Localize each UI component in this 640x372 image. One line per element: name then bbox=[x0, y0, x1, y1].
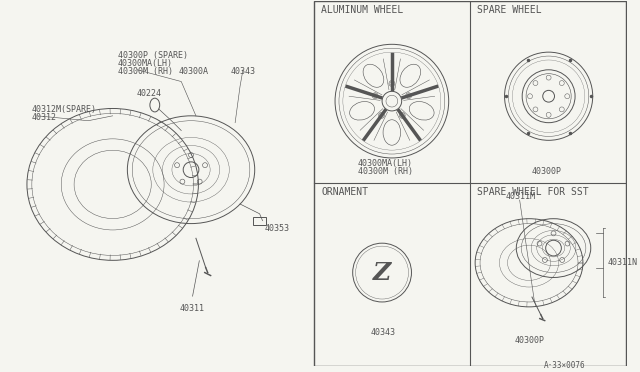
Text: 40224: 40224 bbox=[136, 89, 161, 98]
Text: 40312M(SPARE): 40312M(SPARE) bbox=[31, 105, 97, 114]
Text: 40353: 40353 bbox=[264, 224, 289, 232]
Text: 40311N: 40311N bbox=[607, 258, 637, 267]
Text: 40300A: 40300A bbox=[179, 67, 208, 76]
Bar bbox=[314, 1, 626, 366]
Text: 40300P (SPARE): 40300P (SPARE) bbox=[118, 51, 188, 60]
Text: 40300P: 40300P bbox=[515, 336, 545, 345]
Text: SPARE WHEEL: SPARE WHEEL bbox=[477, 5, 541, 15]
Bar bbox=[253, 217, 266, 225]
Text: ORNAMENT: ORNAMENT bbox=[321, 187, 369, 197]
Text: 40312: 40312 bbox=[31, 113, 56, 122]
Text: 40300MA(LH): 40300MA(LH) bbox=[358, 159, 413, 168]
Text: SPARE WHEEL FOR SST: SPARE WHEEL FOR SST bbox=[477, 187, 589, 197]
Text: A·33×0076: A·33×0076 bbox=[544, 361, 586, 370]
Text: 40300M (RH): 40300M (RH) bbox=[358, 167, 413, 176]
Text: 40343: 40343 bbox=[230, 67, 255, 76]
Text: 40343: 40343 bbox=[371, 328, 396, 337]
Text: Z: Z bbox=[373, 260, 391, 285]
Text: 40300P: 40300P bbox=[532, 167, 562, 176]
Text: 40300M (RH): 40300M (RH) bbox=[118, 67, 173, 76]
Text: ALUMINUM WHEEL: ALUMINUM WHEEL bbox=[321, 5, 404, 15]
Text: 40311: 40311 bbox=[179, 304, 205, 313]
Text: 40300MA(LH): 40300MA(LH) bbox=[118, 59, 173, 68]
Text: 40311M: 40311M bbox=[506, 192, 536, 201]
